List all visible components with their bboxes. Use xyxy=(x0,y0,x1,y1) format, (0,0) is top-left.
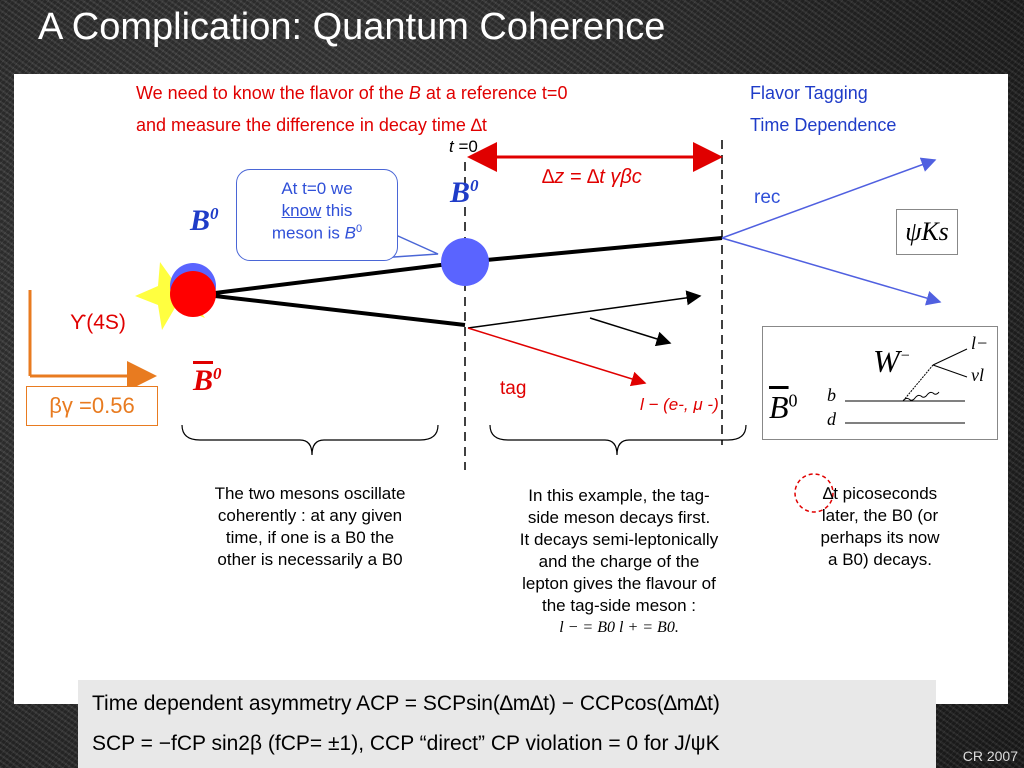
upsilon-4s-label: ϒ(4S) xyxy=(70,311,126,334)
rec-track-1 xyxy=(721,157,937,239)
beta-gamma-box: βγ =0.56 xyxy=(26,386,158,426)
psi-ks-box: ψKs xyxy=(896,209,958,255)
flavor-tagging-label: Flavor Tagging xyxy=(750,83,868,103)
scp-equation: SCP = −fCP sin2β (fCP= ±1), CCP “direct”… xyxy=(92,732,720,755)
tag-label: tag xyxy=(500,378,527,399)
b0-label-middle: B0 xyxy=(450,176,479,209)
asymmetry-equation: Time dependent asymmetry ACP = SCPsin(∆m… xyxy=(92,692,720,715)
t0-callout: At t=0 we know this meson is B0 xyxy=(236,169,398,261)
intro-line-1: We need to know the flavor of the B at a… xyxy=(136,83,568,103)
tag-track-black-1 xyxy=(467,290,702,329)
b0-meson-moving xyxy=(441,238,489,286)
feyn-d-quark: d xyxy=(827,409,836,429)
caption-middle: In this example, the tag- side meson dec… xyxy=(519,486,719,636)
middle-brace xyxy=(489,424,747,456)
left-brace xyxy=(181,424,439,456)
rec-label: rec xyxy=(754,187,781,208)
caption-left: The two mesons oscillate coherently : at… xyxy=(214,484,406,570)
b0bar-track xyxy=(214,294,466,327)
delta-z-label: ∆z = ∆t γβc xyxy=(542,166,642,188)
tag-track-black-2 xyxy=(589,317,672,347)
tag-lepton-track xyxy=(467,327,647,387)
footer-label: CR 2007 xyxy=(962,748,1018,764)
time-dependence-label: Time Dependence xyxy=(750,115,897,135)
t0-label: t =0 xyxy=(449,137,478,156)
slide-title: A Complication: Quantum Coherence xyxy=(38,6,666,48)
feyn-w-label: W− xyxy=(873,343,911,379)
lepton-label: l − (e-, μ -) xyxy=(640,395,719,414)
b0-label-left: B0 xyxy=(190,204,219,237)
rec-track-2 xyxy=(721,237,942,306)
intro-line-2: and measure the difference in decay time… xyxy=(136,115,487,135)
b0bar-meson-origin xyxy=(170,271,216,317)
b0-track-rec xyxy=(464,236,723,264)
feyn-b0bar-label: B0 xyxy=(769,389,798,425)
b0bar-label: B0 xyxy=(193,364,222,397)
asymmetry-equations-box: Time dependent asymmetry ACP = SCPsin(∆m… xyxy=(78,680,936,768)
feyn-b-quark: b xyxy=(827,385,836,405)
feyn-neutrino-label: νl xyxy=(971,365,984,385)
feynman-lines xyxy=(845,348,968,424)
feynman-diagram-box: W− l− νl B0 b d xyxy=(762,326,998,440)
feyn-lepton-label: l− xyxy=(971,333,989,353)
b0-track-lower xyxy=(214,260,466,295)
delta-t-highlight xyxy=(794,473,834,513)
caption-right: ∆t picoseconds later, the B0 (or perhaps… xyxy=(820,484,940,570)
